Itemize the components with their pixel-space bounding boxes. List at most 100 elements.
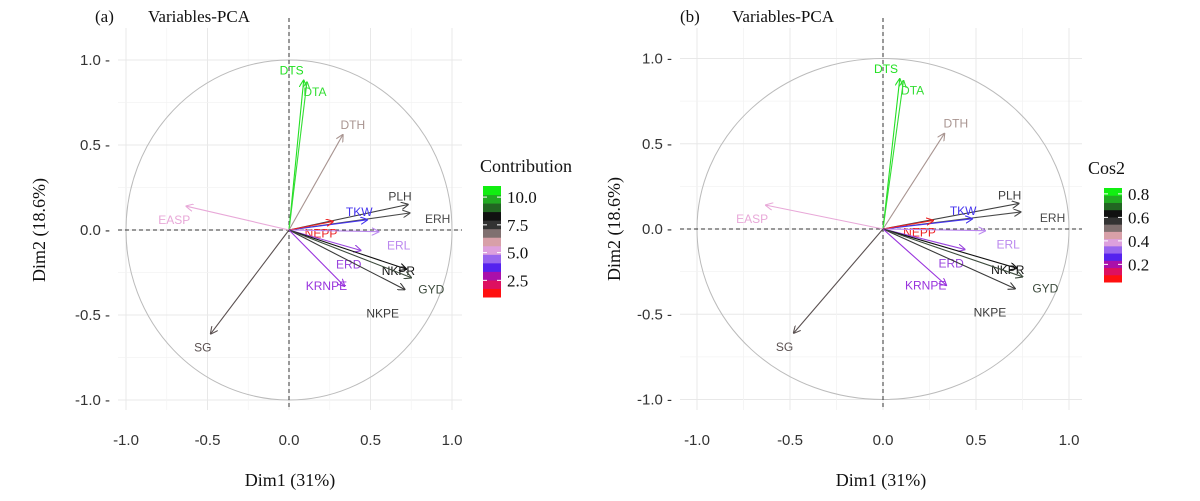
plot-title: Variables-PCA bbox=[148, 7, 251, 26]
legend-tick-label: 7.5 bbox=[507, 216, 528, 235]
variable-label-erh: ERH bbox=[1040, 211, 1065, 225]
variable-arrow-erd bbox=[882, 228, 965, 249]
variable-arrow-nepp bbox=[882, 220, 933, 230]
x-tick-label: -0.5 bbox=[777, 432, 803, 449]
y-tick-label: -0.5 - bbox=[637, 306, 672, 323]
y-axis-title: Dim2 (18.6%) bbox=[29, 178, 50, 282]
variable-label-erl: ERL bbox=[387, 239, 411, 253]
legend-color-step bbox=[1104, 245, 1122, 254]
variable-label-dth: DTH bbox=[943, 117, 968, 131]
x-axis-title: Dim1 (31%) bbox=[836, 470, 926, 491]
panel-a: -1.0 -0.5 0.0 0.5 1.0 1.0 - 0.5 - 0.0 - -0.5 - -1… bbox=[29, 7, 572, 491]
variable-label-dts: DTS bbox=[280, 63, 304, 77]
legend-color-step bbox=[483, 288, 501, 298]
variable-label-easp: EASP bbox=[158, 213, 190, 227]
variable-arrow-gyd bbox=[882, 228, 1023, 277]
legend-color-step bbox=[483, 262, 501, 272]
variable-arrow-nkpe bbox=[288, 229, 405, 290]
variable-arrow-dta bbox=[882, 81, 903, 230]
variable-label-gyd: GYD bbox=[1032, 282, 1058, 296]
variable-arrow-gyd bbox=[288, 229, 411, 278]
variable-label-erh: ERH bbox=[425, 212, 450, 226]
variable-label-krnpe: KRNPE bbox=[306, 279, 347, 293]
legend-tick-label: 0.8 bbox=[1128, 185, 1149, 204]
variable-arrow-nkpr bbox=[288, 229, 406, 269]
variable-label-dta: DTA bbox=[901, 84, 924, 98]
legend-color-step bbox=[1104, 260, 1122, 269]
variable-label-dta: DTA bbox=[303, 85, 326, 99]
variable-label-sg: SG bbox=[194, 341, 211, 355]
panel-b: -1.0 -0.5 0.0 0.5 1.0 1.0 - 0.5 - 0.0 - -0.5 - -1… bbox=[604, 7, 1150, 491]
legend-tick-label: 0.4 bbox=[1128, 232, 1150, 251]
variable-arrow-krnpe bbox=[288, 229, 344, 286]
legend-color-step bbox=[483, 228, 501, 238]
legend-tick-label: 10.0 bbox=[507, 188, 537, 207]
variable-label-dts: DTS bbox=[874, 62, 898, 76]
legend-tick-label: 5.0 bbox=[507, 244, 528, 263]
x-tick-label: 1.0 bbox=[442, 432, 463, 449]
legend-color-step bbox=[1104, 231, 1122, 240]
legend-color-step bbox=[483, 237, 501, 247]
x-axis-title: Dim1 (31%) bbox=[245, 470, 335, 491]
legend-color-step bbox=[1104, 202, 1122, 211]
legend-tick-label: 0.2 bbox=[1128, 255, 1149, 274]
color-legend: Contribution 10.0 7.5 5.0 2.5 bbox=[480, 156, 572, 298]
legend-color-step bbox=[483, 194, 501, 204]
x-tick-label: 0.5 bbox=[360, 432, 381, 449]
variable-label-nkpe: NKPE bbox=[366, 307, 399, 321]
x-tick-label: -1.0 bbox=[684, 432, 710, 449]
legend-color-step bbox=[1104, 195, 1122, 203]
variable-arrow-krnpe bbox=[882, 228, 946, 285]
variable-arrow-erd bbox=[288, 229, 361, 250]
variable-arrow-easp bbox=[186, 206, 290, 231]
x-tick-label: 0.5 bbox=[966, 432, 987, 449]
variable-label-nkpr: NKPR bbox=[991, 263, 1025, 277]
legend-color-step bbox=[1104, 238, 1122, 247]
variable-label-nkpe: NKPE bbox=[974, 306, 1007, 320]
variable-arrow-dts bbox=[882, 79, 900, 230]
variable-arrow-easp bbox=[766, 205, 884, 230]
variable-label-erd: ERD bbox=[336, 257, 362, 271]
legend-color-step bbox=[483, 254, 501, 264]
variable-arrow-nkpr bbox=[882, 228, 1017, 268]
variable-label-dth: DTH bbox=[340, 118, 365, 132]
variable-arrow-nkpe bbox=[882, 228, 1015, 289]
variable-label-erd: ERD bbox=[938, 256, 964, 270]
legend-color-step bbox=[483, 211, 501, 221]
panel-label: (a) bbox=[95, 7, 114, 26]
variable-label-krnpe: KRNPE bbox=[905, 278, 946, 292]
legend-color-step bbox=[1104, 216, 1122, 225]
y-tick-label: 0.5 - bbox=[642, 136, 672, 153]
x-tick-label: -0.5 bbox=[195, 432, 221, 449]
y-tick-label: -1.0 - bbox=[75, 392, 110, 409]
legend-color-step bbox=[483, 279, 501, 289]
y-tick-label: 0.0 - bbox=[642, 221, 672, 238]
legend-color-step bbox=[483, 245, 501, 255]
x-tick-label: 1.0 bbox=[1059, 432, 1080, 449]
x-tick-label: -1.0 bbox=[113, 432, 139, 449]
legend-tick-label: 2.5 bbox=[507, 271, 528, 290]
variable-arrow-erl bbox=[882, 229, 985, 231]
variable-label-nkpr: NKPR bbox=[382, 264, 416, 278]
legend-title: Cos2 bbox=[1088, 158, 1125, 178]
legend-color-step bbox=[1104, 253, 1122, 261]
legend-color-step bbox=[483, 203, 501, 213]
variable-arrow-dts bbox=[288, 80, 304, 231]
legend-color-step bbox=[483, 271, 501, 281]
y-tick-label: -1.0 - bbox=[637, 392, 672, 409]
y-tick-label: 1.0 - bbox=[80, 52, 110, 69]
variable-label-tkw: TKW bbox=[346, 205, 373, 219]
variable-arrow-dth bbox=[288, 135, 343, 231]
variable-label-tkw: TKW bbox=[950, 204, 977, 218]
variable-label-erl: ERL bbox=[996, 238, 1020, 252]
y-axis-title: Dim2 (18.6%) bbox=[604, 177, 625, 281]
legend-color-step bbox=[483, 220, 501, 230]
variable-arrow-sg bbox=[211, 229, 290, 334]
variable-label-plh: PLH bbox=[388, 190, 411, 204]
plot-title: Variables-PCA bbox=[732, 7, 835, 26]
variable-arrow-nepp bbox=[288, 222, 333, 231]
y-tick-label: 0.0 - bbox=[80, 222, 110, 239]
